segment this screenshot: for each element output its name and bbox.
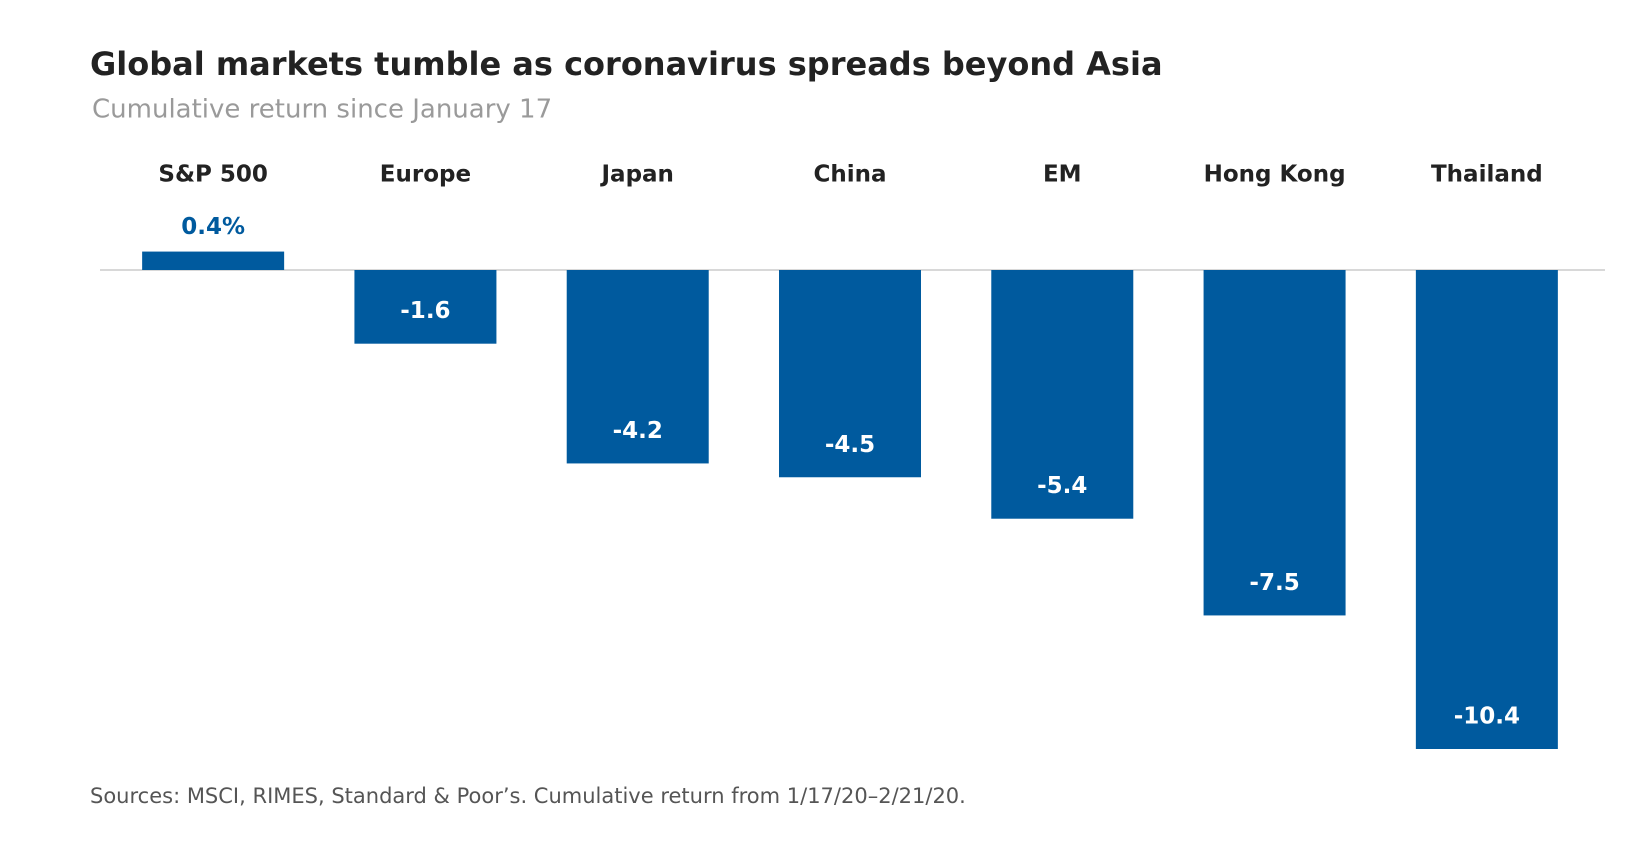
value-label: -10.4 (1454, 704, 1520, 730)
category-label: Europe (380, 162, 471, 188)
source-note: Sources: MSCI, RIMES, Standard & Poor’s.… (90, 784, 966, 808)
bar (1203, 270, 1346, 616)
value-label: -4.2 (613, 418, 663, 444)
bar (1415, 270, 1558, 749)
category-label: Hong Kong (1204, 162, 1346, 188)
category-label: China (813, 162, 886, 188)
value-label: -5.4 (1037, 473, 1087, 499)
bar (991, 270, 1134, 519)
category-label: EM (1043, 162, 1082, 188)
value-label: -4.5 (825, 432, 875, 458)
bar (354, 270, 497, 344)
bar (142, 251, 285, 270)
chart-subtitle: Cumulative return since January 17 (92, 95, 552, 125)
value-label: 0.4% (181, 214, 245, 240)
category-label: S&P 500 (158, 162, 268, 188)
value-label: -1.6 (400, 298, 450, 324)
bar (566, 270, 709, 464)
category-label: Thailand (1431, 162, 1543, 188)
category-label: Japan (599, 162, 673, 188)
bar (779, 270, 921, 478)
chart-title: Global markets tumble as coronavirus spr… (90, 45, 1163, 83)
value-label: -7.5 (1249, 570, 1299, 596)
